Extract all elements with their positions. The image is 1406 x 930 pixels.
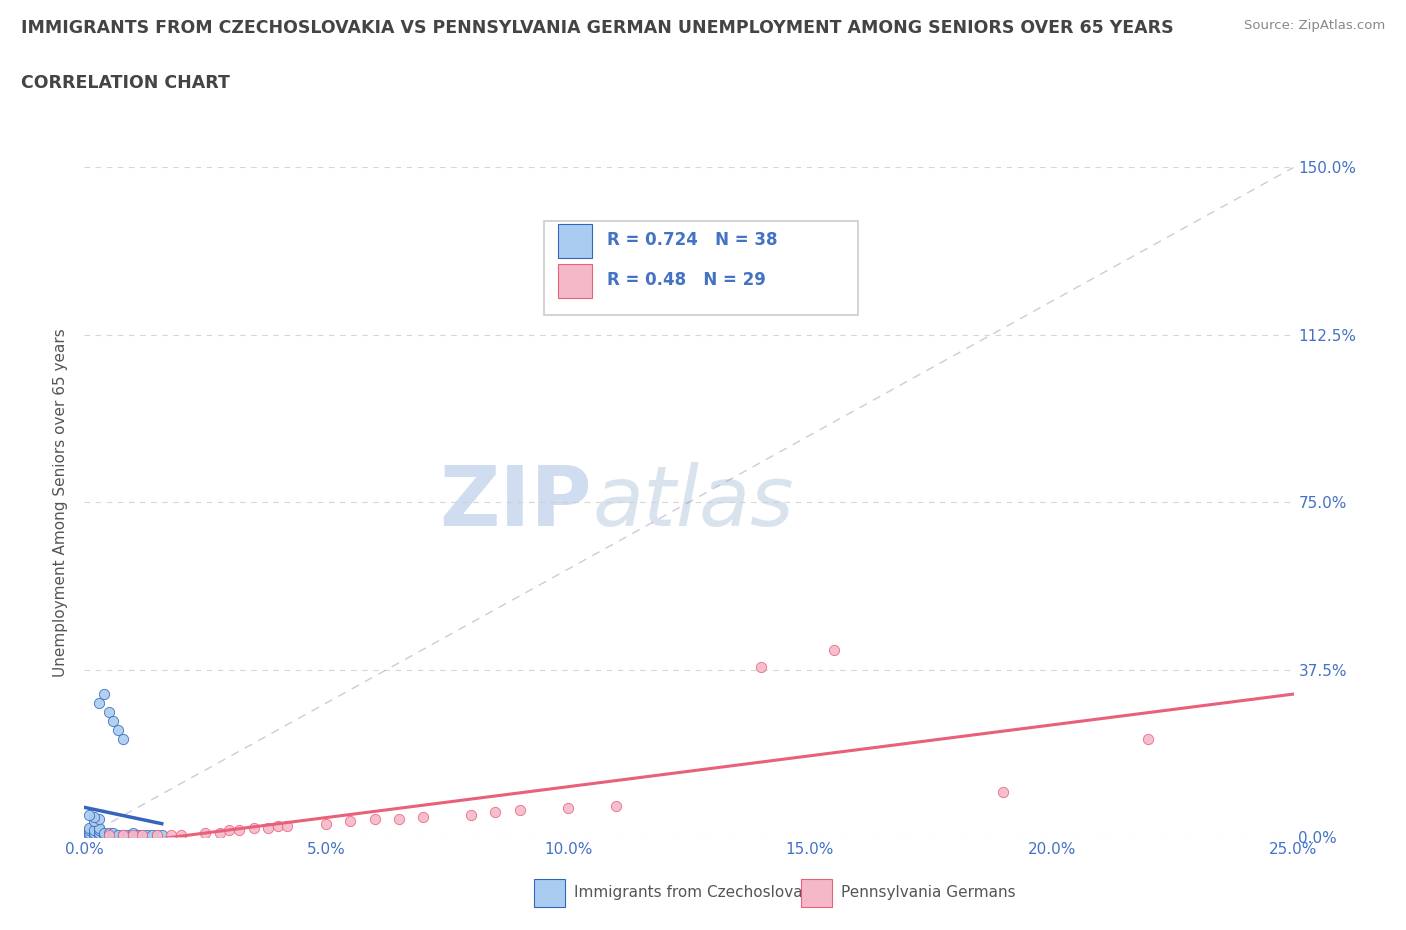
Point xyxy=(228,823,250,838)
Point xyxy=(93,825,115,840)
Point xyxy=(460,807,482,822)
Point xyxy=(97,828,120,843)
Point xyxy=(83,809,105,824)
Point xyxy=(77,828,100,843)
Point xyxy=(509,803,531,817)
Point xyxy=(823,642,845,657)
Point xyxy=(87,696,110,711)
Point xyxy=(83,814,105,829)
Point xyxy=(87,812,110,827)
Point xyxy=(605,798,627,813)
Point xyxy=(267,818,290,833)
Point xyxy=(388,812,411,827)
Text: Source: ZipAtlas.com: Source: ZipAtlas.com xyxy=(1244,19,1385,32)
Text: Pennsylvania Germans: Pennsylvania Germans xyxy=(841,885,1015,900)
Point xyxy=(315,817,337,831)
Point xyxy=(107,723,129,737)
Point xyxy=(257,820,280,835)
Point xyxy=(170,828,193,843)
Point xyxy=(87,820,110,835)
Point xyxy=(751,660,773,675)
Point xyxy=(276,818,298,833)
Point xyxy=(112,731,135,746)
Text: CORRELATION CHART: CORRELATION CHART xyxy=(21,74,231,92)
Point xyxy=(121,828,143,843)
Point xyxy=(131,828,153,843)
Point xyxy=(83,825,105,840)
Point xyxy=(103,828,125,843)
Point xyxy=(557,801,579,816)
Point xyxy=(93,828,115,843)
Point xyxy=(1137,731,1160,746)
FancyBboxPatch shape xyxy=(544,221,858,314)
Point xyxy=(97,828,120,843)
Point xyxy=(484,805,506,820)
Point xyxy=(194,825,217,840)
Point xyxy=(97,825,120,840)
Point xyxy=(150,828,173,843)
Text: R = 0.48   N = 29: R = 0.48 N = 29 xyxy=(607,271,766,289)
Point xyxy=(121,828,143,843)
FancyBboxPatch shape xyxy=(558,264,592,298)
Point xyxy=(77,820,100,835)
Point xyxy=(77,807,100,822)
Point xyxy=(136,828,159,843)
Point xyxy=(141,828,163,843)
Point xyxy=(107,828,129,843)
Point xyxy=(112,828,135,843)
Point xyxy=(83,828,105,843)
Point xyxy=(131,828,153,843)
Point xyxy=(339,814,361,829)
Point xyxy=(77,825,100,840)
Point xyxy=(117,828,139,843)
Point xyxy=(218,823,240,838)
Point xyxy=(127,828,149,843)
Point xyxy=(146,828,169,843)
Point xyxy=(993,785,1015,800)
Point xyxy=(87,825,110,840)
Point xyxy=(112,828,135,843)
Point xyxy=(103,713,125,728)
FancyBboxPatch shape xyxy=(558,224,592,258)
Text: R = 0.724   N = 38: R = 0.724 N = 38 xyxy=(607,231,778,248)
Point xyxy=(77,823,100,838)
Point xyxy=(87,828,110,843)
Point xyxy=(363,812,385,827)
Text: ZIP: ZIP xyxy=(440,461,592,543)
Point xyxy=(83,823,105,838)
Point xyxy=(121,825,143,840)
Point xyxy=(97,705,120,720)
Point xyxy=(146,828,169,843)
Text: Immigrants from Czechoslovakia: Immigrants from Czechoslovakia xyxy=(574,885,825,900)
Point xyxy=(242,820,264,835)
Y-axis label: Unemployment Among Seniors over 65 years: Unemployment Among Seniors over 65 years xyxy=(53,328,69,677)
Point xyxy=(103,825,125,840)
Point xyxy=(93,686,115,701)
Point xyxy=(412,809,434,824)
Text: atlas: atlas xyxy=(592,461,794,543)
Point xyxy=(160,828,183,843)
Point xyxy=(208,825,231,840)
Text: IMMIGRANTS FROM CZECHOSLOVAKIA VS PENNSYLVANIA GERMAN UNEMPLOYMENT AMONG SENIORS: IMMIGRANTS FROM CZECHOSLOVAKIA VS PENNSY… xyxy=(21,19,1174,36)
Point xyxy=(87,823,110,838)
